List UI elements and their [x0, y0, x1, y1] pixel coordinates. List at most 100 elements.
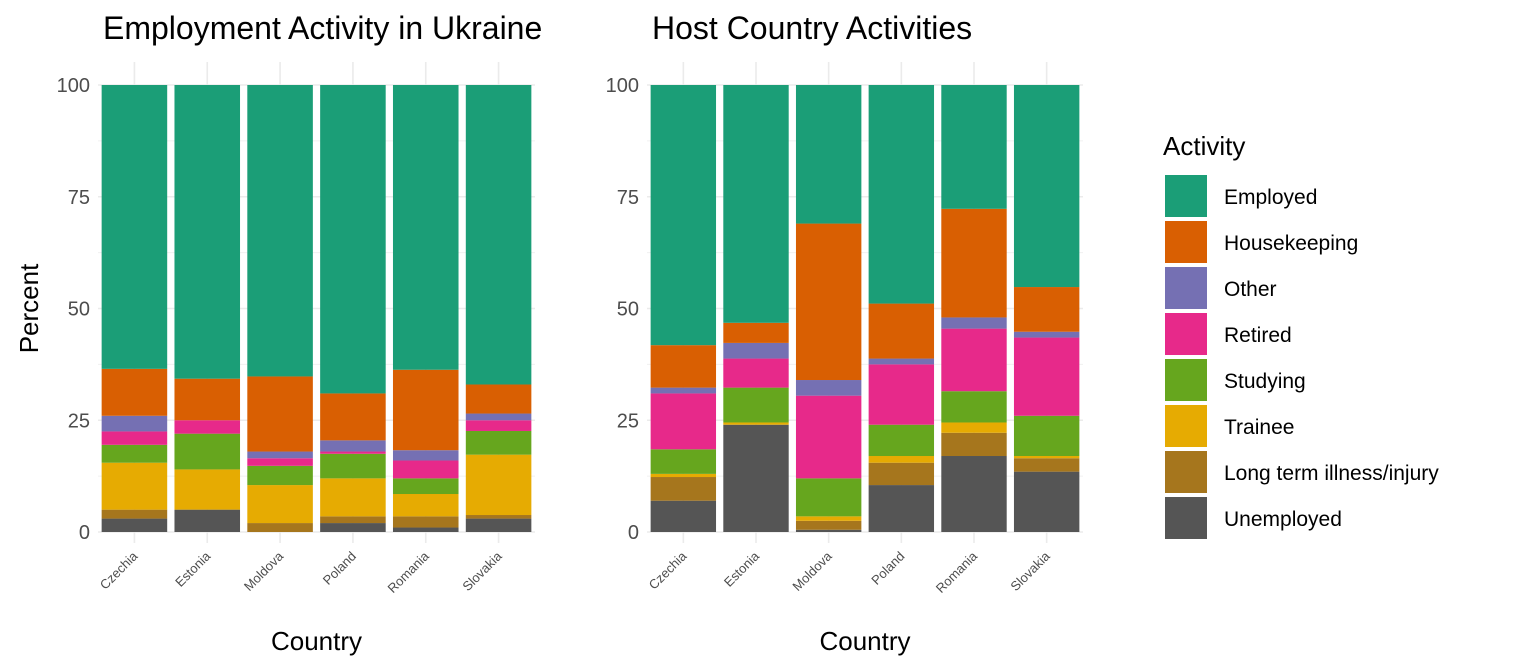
bar-segment-estonia-unemployed [723, 424, 789, 532]
bar-segment-romania-other [392, 450, 459, 461]
bar-segment-czechia-studying [650, 449, 717, 474]
x-tick-label-moldova: Moldova [241, 548, 287, 594]
bar-segment-romania-studying [392, 478, 459, 495]
bar-segment-moldova-long-term-illness-injury [247, 523, 313, 532]
bar-segment-romania-retired [941, 328, 1007, 392]
bar-segment-estonia-retired [723, 358, 789, 388]
bar-segment-slovakia-other [465, 413, 532, 421]
bar-segment-estonia-housekeeping [723, 322, 789, 343]
bar-segment-estonia-studying [174, 433, 241, 470]
bar-segment-poland-studying [320, 453, 386, 479]
bar-segment-poland-housekeeping [868, 303, 935, 359]
legend-label-housekeeping: Housekeeping [1224, 232, 1358, 255]
bar-segment-estonia-other [723, 342, 789, 359]
bar-segment-moldova-studying [247, 465, 313, 486]
bar-segment-estonia-housekeeping [174, 378, 241, 421]
bar-segment-czechia-trainee [101, 462, 168, 510]
chart-title: Employment Activity in Ukraine [103, 10, 542, 46]
x-tick-label-czechia: Czechia [646, 548, 690, 592]
bar-segment-slovakia-studying [1013, 415, 1080, 457]
x-tick-label-slovakia: Slovakia [459, 548, 505, 594]
bar-segment-czechia-unemployed [650, 500, 717, 532]
bar-segment-czechia-retired [650, 393, 717, 450]
bar-segment-moldova-other [247, 451, 313, 459]
x-tick-label-estonia: Estonia [172, 548, 214, 590]
bar-segment-slovakia-retired [465, 420, 532, 431]
bar-segment-estonia-employed [723, 85, 789, 323]
legend-swatch-housekeeping [1165, 221, 1207, 263]
legend-swatch-studying [1165, 359, 1207, 401]
bar-segment-poland-employed [868, 85, 935, 304]
bar-segment-romania-housekeeping [392, 369, 459, 451]
bar-segment-romania-employed [392, 85, 459, 370]
y-tick-label: 0 [628, 522, 639, 544]
bar-segment-romania-trainee [392, 494, 459, 517]
legend-label-employed: Employed [1224, 186, 1317, 209]
bar-segment-poland-employed [320, 85, 386, 394]
bar-segment-estonia-retired [174, 420, 241, 434]
bar-segment-poland-long-term-illness-injury [868, 462, 935, 486]
y-tick-label: 100 [57, 75, 90, 97]
bar-segment-czechia-employed [650, 85, 717, 346]
bar-segment-romania-long-term-illness-injury [941, 432, 1007, 457]
bar-segment-poland-studying [868, 424, 935, 457]
bar-segment-romania-trainee [941, 422, 1007, 433]
bar-segment-romania-studying [941, 391, 1007, 423]
bar-segment-moldova-housekeeping [795, 223, 862, 381]
chart-panel-1: 0 25 50 75 100 Czechia Estonia Moldova Poland Rom… [14, 10, 542, 656]
chart-title: Host Country Activities [652, 10, 972, 46]
bar-segment-slovakia-trainee [1013, 456, 1080, 459]
bar-segment-slovakia-long-term-illness-injury [465, 515, 532, 519]
legend: Activity Employed Housekeeping Other Retired… [1163, 131, 1439, 539]
y-axis-label: Percent [14, 263, 44, 353]
legend-label-studying: Studying [1224, 370, 1306, 393]
legend-swatch-employed [1165, 175, 1207, 217]
bar-segment-romania-unemployed [392, 527, 459, 532]
bar-segment-romania-long-term-illness-injury [392, 516, 459, 528]
legend-swatch-long-term-illness-injury [1165, 451, 1207, 493]
bar-segment-czechia-unemployed [101, 518, 168, 532]
bar-segment-slovakia-housekeeping [465, 384, 532, 414]
bar-segment-slovakia-trainee [465, 454, 532, 516]
bar-segment-moldova-studying [795, 478, 862, 517]
bar-segment-slovakia-employed [465, 85, 532, 385]
bar-segment-slovakia-long-term-illness-injury [1013, 458, 1080, 472]
bar-segment-poland-other [868, 358, 935, 365]
bar-segment-slovakia-unemployed [465, 518, 532, 532]
x-tick-label-slovakia: Slovakia [1007, 548, 1053, 594]
bar-segment-czechia-housekeeping [101, 368, 168, 416]
bar-segment-poland-housekeeping [320, 393, 386, 441]
legend-label-unemployed: Unemployed [1224, 508, 1342, 531]
y-tick-label: 25 [617, 410, 639, 432]
bar-segment-moldova-unemployed [795, 529, 862, 532]
bar-segment-czechia-studying [101, 444, 168, 463]
bar-segment-romania-retired [392, 460, 459, 479]
bar-segment-romania-other [941, 317, 1007, 329]
bar-segment-czechia-other [650, 387, 717, 394]
bar-segment-moldova-long-term-illness-injury [795, 520, 862, 530]
y-tick-label: 75 [68, 187, 90, 209]
legend-label-retired: Retired [1224, 324, 1292, 347]
bar-segment-poland-other [320, 440, 386, 452]
y-tick-label: 25 [68, 410, 90, 432]
bar-segment-czechia-retired [101, 431, 168, 445]
legend-label-trainee: Trainee [1224, 416, 1294, 439]
bar-segment-slovakia-studying [465, 430, 532, 455]
legend-swatch-trainee [1165, 405, 1207, 447]
bar-segment-estonia-trainee [174, 469, 241, 510]
bar-segment-czechia-long-term-illness-injury [650, 477, 717, 501]
bar-segment-czechia-housekeeping [650, 345, 717, 388]
chart-panel-2: 0 25 50 75 100 Czechia Estonia Moldova Poland Rom… [606, 10, 1083, 656]
bar-segment-czechia-employed [101, 85, 168, 369]
bar-segment-romania-housekeeping [941, 208, 1007, 318]
legend-label-long-term-illness-injury: Long term illness/injury [1224, 462, 1439, 485]
bar-segment-poland-retired [868, 364, 935, 425]
bar-segment-poland-unemployed [868, 485, 935, 532]
bar-segment-poland-trainee [320, 478, 386, 517]
bar-segment-moldova-employed [795, 85, 862, 224]
bar-segment-slovakia-housekeeping [1013, 287, 1080, 332]
bar-segment-moldova-employed [247, 85, 313, 377]
bar-segment-moldova-trainee [247, 485, 313, 524]
x-tick-label-moldova: Moldova [789, 548, 835, 594]
legend-swatch-unemployed [1165, 497, 1207, 539]
